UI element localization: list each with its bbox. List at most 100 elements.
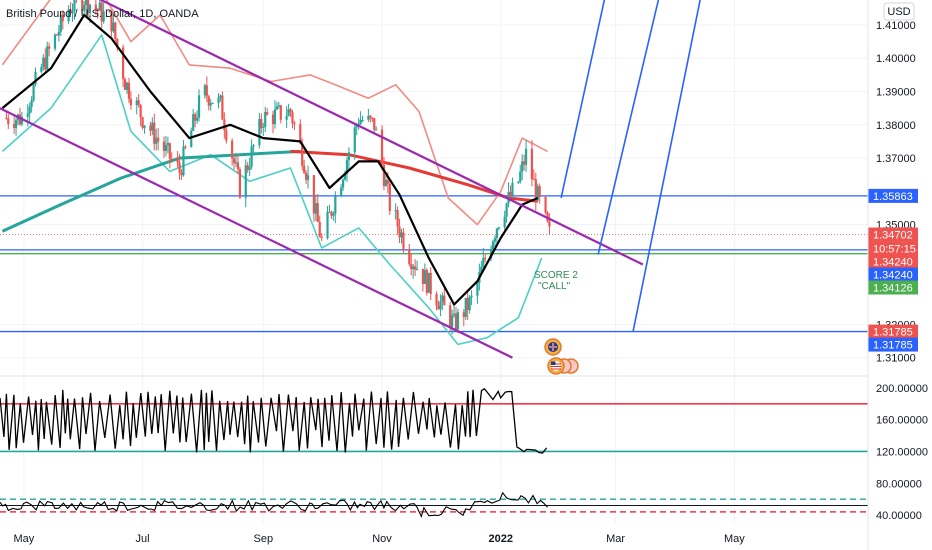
event-flags[interactable]	[544, 338, 579, 375]
price-tick-label: 1.38000	[876, 120, 916, 132]
candle-body	[7, 118, 10, 125]
price-label-bid[interactable]	[868, 254, 918, 269]
candle-body	[320, 236, 323, 239]
secondary-oscillator-line	[0, 491, 548, 519]
time-tick-label: May	[724, 533, 745, 545]
price-tick-label: 1.37000	[876, 153, 916, 165]
candle-body	[408, 249, 411, 265]
candle-body	[493, 238, 497, 242]
candle-body	[182, 146, 185, 176]
candle-body	[180, 172, 183, 176]
candle-body	[244, 165, 247, 198]
candle-body	[125, 82, 129, 90]
candle-body	[314, 203, 317, 214]
pitchfork-line[interactable]	[632, 0, 705, 332]
candle-body	[14, 120, 18, 128]
candle-body	[264, 111, 267, 127]
candle-body	[449, 305, 452, 327]
candle-body	[94, 4, 97, 10]
pitchfork-line[interactable]	[597, 0, 664, 255]
candle-body	[194, 114, 197, 121]
candle-body	[439, 301, 442, 310]
candle-body	[122, 47, 125, 80]
uk-flag-icon[interactable]	[544, 338, 562, 356]
candle-body	[491, 241, 495, 249]
us-flag-icon[interactable]	[547, 357, 579, 375]
price-label-countdown[interactable]	[868, 241, 918, 256]
candle-body	[30, 100, 33, 107]
osc-tick-label: 200.00000	[876, 383, 928, 395]
candle-body	[46, 46, 49, 70]
price-label-level[interactable]	[868, 267, 918, 282]
candle-body	[61, 14, 64, 22]
candle-body	[85, 0, 88, 5]
candle-body	[503, 216, 506, 228]
candle-body	[293, 123, 296, 125]
price-label-text: 10:57:15	[873, 244, 916, 256]
candle-body	[13, 124, 16, 128]
oscillator-pane	[0, 387, 868, 519]
candle-body	[190, 130, 193, 148]
candle-body	[452, 313, 456, 316]
candle-body	[166, 143, 169, 146]
candle-body	[373, 117, 376, 130]
candle-body	[303, 165, 306, 173]
candle-body	[497, 227, 500, 229]
candle-body	[340, 187, 343, 197]
price-label-level[interactable]	[868, 188, 918, 203]
candle-body	[98, 2, 101, 11]
channel-upper-line[interactable]	[84, 0, 644, 266]
currency-button[interactable]: USD	[883, 2, 915, 21]
pitchfork-line[interactable]	[560, 0, 610, 199]
candle-body	[536, 186, 539, 201]
candle-body	[386, 179, 389, 184]
candle-body	[279, 105, 282, 120]
candle-body	[435, 293, 438, 306]
candle-body	[396, 210, 399, 227]
candle-body	[427, 272, 430, 293]
price-label-green[interactable]	[868, 280, 918, 295]
candle-body	[248, 166, 251, 170]
candle-body	[151, 122, 154, 131]
candle-body	[81, 0, 84, 11]
candle-body	[316, 203, 319, 222]
candle-body	[164, 145, 168, 151]
candle-body	[236, 162, 240, 170]
candle-body	[86, 0, 90, 14]
ma-red-line	[290, 149, 538, 203]
candle-body	[184, 146, 187, 148]
bollinger-lower-line	[1, 34, 543, 346]
price-label-bid[interactable]	[868, 324, 918, 339]
candle-body	[423, 269, 426, 285]
candle-body	[232, 158, 236, 164]
candle-body	[343, 173, 347, 180]
candle-body	[170, 158, 173, 160]
candle-body	[347, 152, 351, 161]
candle-body	[507, 191, 510, 204]
candle-body	[509, 191, 512, 197]
time-tick-label: Sep	[253, 533, 273, 545]
price-axis[interactable]: 1.410001.400001.390001.380001.370001.350…	[868, 20, 928, 522]
time-tick-label: 2022	[489, 533, 513, 545]
candle-body	[155, 137, 158, 144]
candle-body	[402, 232, 405, 250]
candle-body	[20, 116, 23, 125]
channel-lower-line[interactable]	[0, 92, 513, 359]
time-axis[interactable]: May Jul Sep Nov 2022 Mar May	[13, 533, 745, 545]
candle-body	[71, 11, 74, 14]
price-label-last[interactable]	[868, 227, 918, 242]
candle-body	[484, 257, 487, 259]
candle-body	[353, 127, 356, 153]
candle-body	[57, 31, 60, 36]
candle-body	[42, 57, 45, 68]
candle-body	[361, 119, 364, 121]
price-label-level[interactable]	[868, 337, 918, 352]
candle-body	[524, 148, 528, 165]
osc-tick-label: 40.00000	[876, 510, 922, 522]
candle-body	[443, 295, 446, 306]
candle-body	[59, 14, 62, 32]
oscillator-line	[0, 387, 548, 454]
symbol-title[interactable]: British Pound / U.S. Dollar, 1D, OANDA	[6, 8, 199, 20]
candle-body	[355, 125, 358, 128]
